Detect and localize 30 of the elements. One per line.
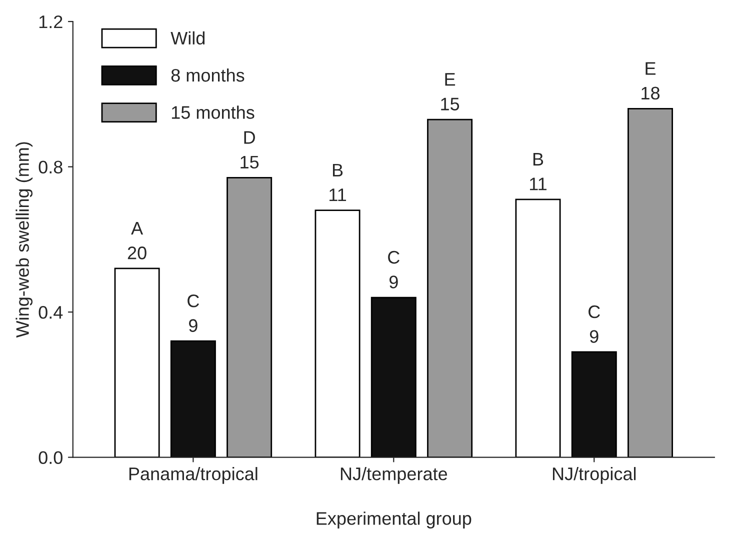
y-tick-label: 1.2: [39, 15, 62, 28]
bar: [370, 296, 416, 458]
x-axis-title: Experimental group: [316, 512, 472, 528]
data-label: C 9: [588, 305, 600, 343]
data-label: B 11: [330, 164, 346, 202]
bar: [226, 176, 272, 458]
data-label: E 18: [642, 62, 660, 100]
data-label: C 9: [388, 250, 400, 288]
bar: [427, 118, 473, 458]
legend-label: 8 months: [171, 68, 244, 82]
legend-label: 15 months: [172, 106, 254, 119]
bar: [571, 351, 617, 458]
bar: [114, 268, 160, 458]
x-tick-label: NJ/tropical: [552, 467, 636, 484]
y-tick-label: 0.0: [38, 451, 62, 464]
data-label: D 15: [240, 131, 259, 169]
y-axis-title: Wing-web swelling (mm): [16, 142, 33, 338]
y-tick-label: 0.8: [38, 160, 62, 174]
legend-label: Wild: [170, 31, 205, 45]
bar: [515, 198, 561, 458]
data-label: A 20: [128, 222, 146, 260]
y-tick-label: 0.4: [38, 306, 63, 319]
x-tick-label: NJ/temperate: [340, 467, 448, 484]
bar: [628, 108, 674, 458]
data-label: B 11: [530, 153, 546, 190]
bar: [314, 210, 360, 458]
x-tick-label: Panama/tropical: [129, 467, 258, 484]
data-label: C 9: [188, 294, 200, 332]
bar: [170, 340, 216, 458]
data-label: E 15: [441, 73, 460, 110]
